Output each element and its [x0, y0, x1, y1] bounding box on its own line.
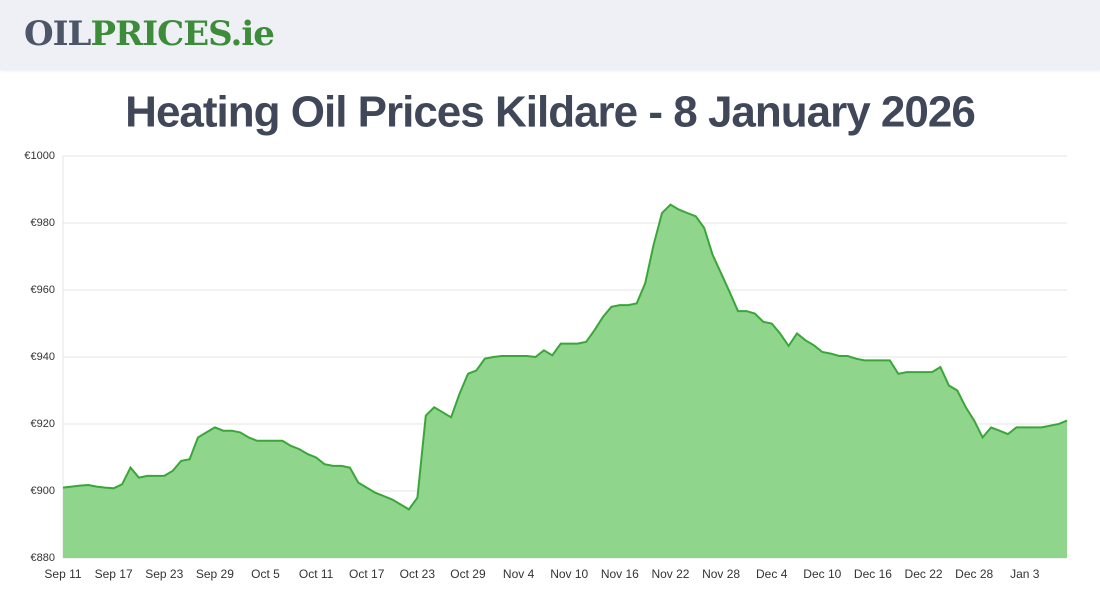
- x-tick-label: Sep 23: [145, 567, 183, 581]
- line: [62, 203, 1068, 511]
- chart-title: Heating Oil Prices Kildare - 8 January 2…: [125, 88, 975, 137]
- x-tick-label: Dec 4: [756, 567, 788, 581]
- x-tick-label: Jan 3: [1010, 567, 1040, 581]
- x-tick-label: Nov 22: [651, 567, 689, 581]
- header: OILPRICES.ie: [0, 0, 1100, 70]
- x-tick-label: Sep 29: [196, 567, 234, 581]
- logo-part: PRICES.ie: [90, 14, 274, 54]
- x-tick-label: Oct 11: [299, 567, 334, 581]
- y-tick-label: €920: [31, 418, 55, 430]
- y-tick-label: €940: [31, 351, 55, 363]
- y-tick-label: €880: [31, 552, 55, 564]
- x-tick-label: Nov 4: [503, 567, 535, 581]
- y-tick-label: €960: [31, 284, 55, 296]
- x-tick-label: Dec 28: [955, 567, 993, 581]
- x-tick-label: Oct 17: [349, 567, 385, 581]
- x-tick-label: Oct 5: [251, 567, 280, 581]
- logo-part: OIL: [24, 14, 91, 54]
- x-tick-label: Sep 17: [95, 567, 133, 581]
- x-tick-label: Dec 16: [854, 567, 892, 581]
- x-tick-label: Nov 28: [702, 567, 740, 581]
- x-tick-label: Nov 10: [550, 567, 588, 581]
- logo[interactable]: OILPRICES.ie: [24, 14, 275, 54]
- x-tick-label: Dec 22: [905, 567, 943, 581]
- x-tick-label: Oct 23: [400, 567, 436, 581]
- x-tick-label: Nov 16: [601, 567, 639, 581]
- y-tick-label: €900: [31, 485, 55, 497]
- x-tick-label: Sep 11: [44, 567, 81, 581]
- y-tick-label: €980: [31, 217, 55, 229]
- x-tick-label: Oct 29: [450, 567, 486, 581]
- area: [63, 204, 1067, 558]
- x-tick-label: Dec 10: [803, 567, 841, 581]
- y-tick-label: €1000: [24, 150, 55, 162]
